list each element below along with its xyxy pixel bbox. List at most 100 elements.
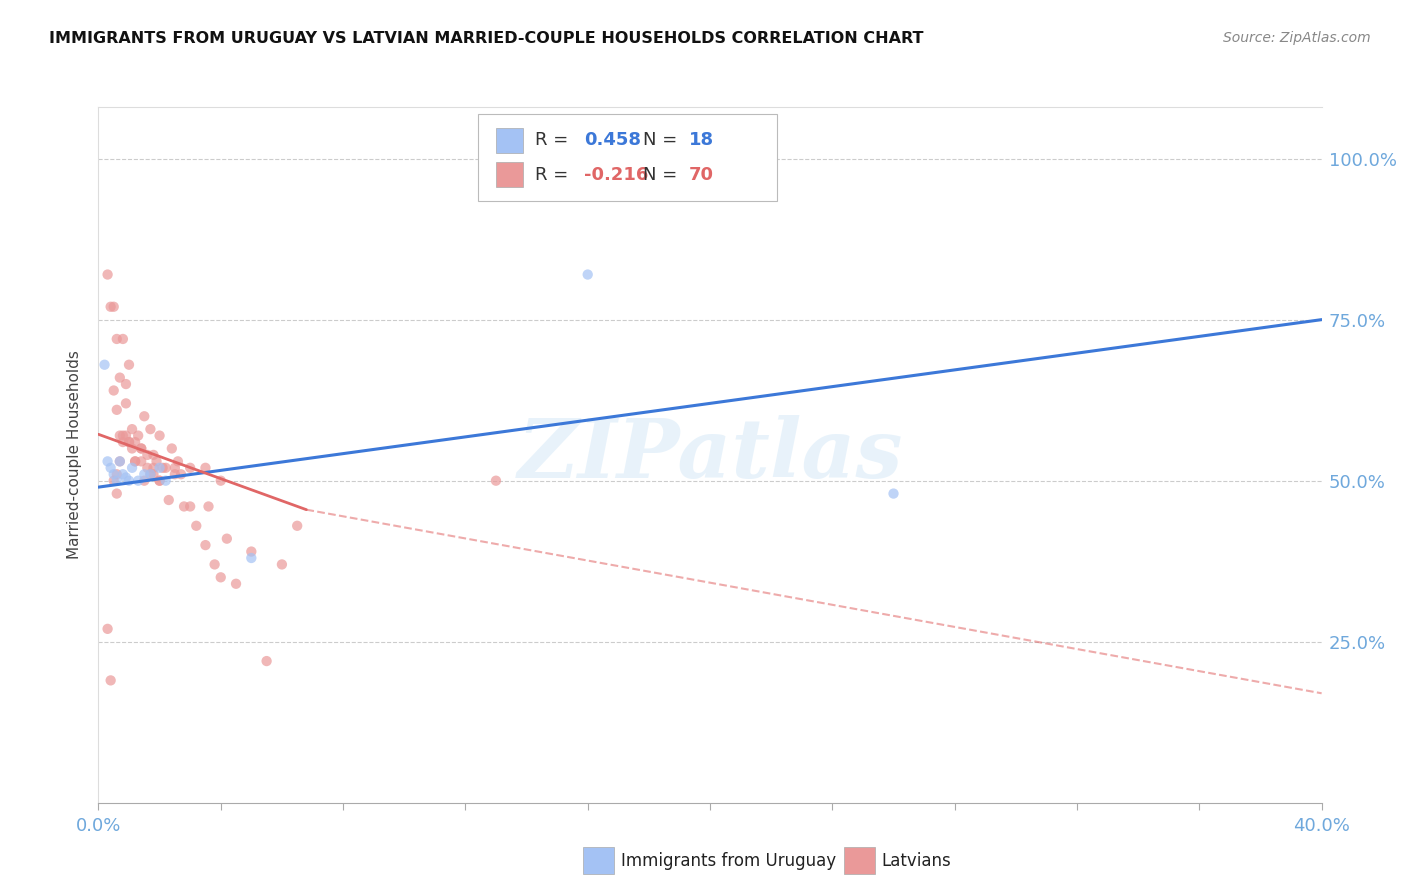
Point: [149, 474, 172, 488]
Point: [103, 384, 125, 398]
Point: [139, 467, 162, 482]
Text: R =: R =: [536, 131, 574, 150]
Point: [115, 428, 138, 442]
Point: [105, 402, 128, 417]
Point: [136, 460, 159, 475]
Point: [129, 454, 152, 468]
Point: [118, 435, 141, 450]
Point: [209, 570, 232, 584]
Point: [100, 673, 122, 688]
Point: [240, 544, 263, 558]
Point: [105, 486, 128, 500]
Point: [145, 454, 167, 468]
Point: [105, 474, 128, 488]
Point: [157, 493, 180, 508]
FancyBboxPatch shape: [496, 162, 523, 187]
Point: [139, 467, 162, 482]
Point: [179, 460, 201, 475]
Point: [197, 500, 219, 514]
Point: [108, 370, 131, 384]
Point: [163, 467, 186, 482]
Point: [115, 470, 138, 484]
Point: [97, 622, 120, 636]
Point: [209, 474, 232, 488]
Point: [134, 467, 156, 482]
Point: [115, 377, 138, 392]
Point: [215, 532, 238, 546]
Text: 70: 70: [689, 166, 714, 184]
Point: [134, 474, 156, 488]
Point: [285, 518, 308, 533]
Point: [127, 474, 149, 488]
Point: [139, 422, 162, 436]
Point: [204, 558, 226, 572]
Point: [124, 435, 146, 450]
Point: [155, 474, 177, 488]
Point: [108, 428, 131, 442]
FancyBboxPatch shape: [496, 128, 523, 153]
Point: [105, 332, 128, 346]
Point: [225, 576, 247, 591]
Point: [121, 460, 143, 475]
Y-axis label: Married-couple Households: Married-couple Households: [67, 351, 83, 559]
Text: -0.216: -0.216: [583, 166, 648, 184]
Point: [149, 474, 172, 488]
Point: [152, 460, 174, 475]
Point: [167, 454, 190, 468]
Point: [100, 460, 122, 475]
Point: [179, 500, 201, 514]
Point: [121, 442, 143, 456]
Text: IMMIGRANTS FROM URUGUAY VS LATVIAN MARRIED-COUPLE HOUSEHOLDS CORRELATION CHART: IMMIGRANTS FROM URUGUAY VS LATVIAN MARRI…: [49, 31, 924, 46]
Point: [129, 442, 152, 456]
Point: [111, 435, 134, 450]
Text: N =: N =: [643, 131, 683, 150]
Text: Immigrants from Uruguay: Immigrants from Uruguay: [621, 852, 837, 870]
Point: [103, 467, 125, 482]
Point: [97, 268, 120, 282]
Point: [256, 654, 278, 668]
Point: [149, 460, 172, 475]
Point: [576, 268, 599, 282]
Text: N =: N =: [643, 166, 683, 184]
Point: [124, 454, 146, 468]
Text: R =: R =: [536, 166, 574, 184]
Text: Source: ZipAtlas.com: Source: ZipAtlas.com: [1223, 31, 1371, 45]
Text: 0.458: 0.458: [583, 131, 641, 150]
Point: [194, 538, 217, 552]
Point: [134, 409, 156, 424]
Point: [124, 454, 146, 468]
FancyBboxPatch shape: [478, 114, 778, 201]
Point: [118, 435, 141, 450]
Text: Latvians: Latvians: [882, 852, 952, 870]
Point: [118, 358, 141, 372]
Point: [97, 454, 120, 468]
Point: [103, 474, 125, 488]
Point: [129, 442, 152, 456]
Point: [142, 467, 165, 482]
Point: [103, 300, 125, 314]
Point: [270, 558, 292, 572]
Point: [149, 428, 172, 442]
Point: [194, 460, 217, 475]
Point: [127, 428, 149, 442]
Point: [111, 467, 134, 482]
Point: [240, 551, 263, 566]
Point: [118, 474, 141, 488]
Point: [142, 460, 165, 475]
Point: [163, 460, 186, 475]
Point: [121, 422, 143, 436]
Point: [160, 442, 183, 456]
Text: ZIPatlas: ZIPatlas: [517, 415, 903, 495]
Point: [155, 460, 177, 475]
Point: [883, 486, 905, 500]
Point: [142, 448, 165, 462]
Point: [100, 300, 122, 314]
Point: [186, 518, 208, 533]
Point: [173, 500, 195, 514]
Point: [111, 332, 134, 346]
Point: [136, 448, 159, 462]
Point: [485, 474, 508, 488]
Point: [93, 358, 115, 372]
Point: [105, 467, 128, 482]
Point: [170, 467, 193, 482]
